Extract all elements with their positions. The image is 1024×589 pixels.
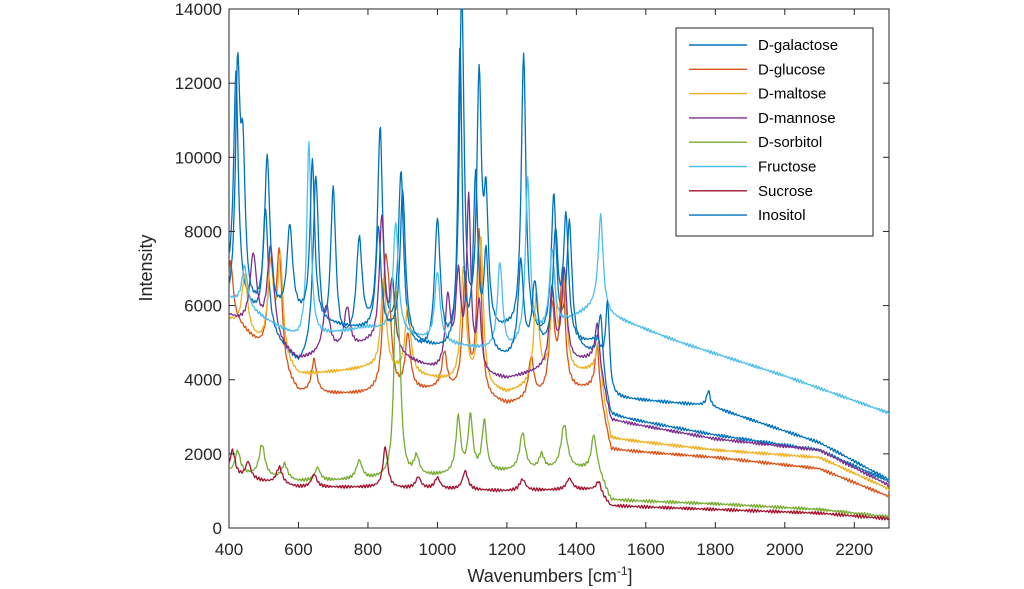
series-line-d-sorbitol <box>228 288 890 519</box>
x-tick-label: 2200 <box>835 540 873 559</box>
x-tick-label: 800 <box>354 540 382 559</box>
legend-item: Inositol <box>689 207 806 224</box>
x-tick-label: 1600 <box>627 540 665 559</box>
series-line-d-galactose <box>228 8 890 483</box>
y-tick-label: 10000 <box>175 148 222 167</box>
y-tick-label: 6000 <box>184 297 222 316</box>
y-tick-label: 4000 <box>184 371 222 390</box>
legend-label: D-glucose <box>758 61 826 78</box>
y-axis-title: Intensity <box>136 234 156 301</box>
legend: D-galactose D-glucose D-maltose D-mannose D-… <box>675 27 874 237</box>
x-tick-label: 1200 <box>488 540 526 559</box>
y-tick-label: 8000 <box>184 222 222 241</box>
x-tick-label: 1400 <box>557 540 595 559</box>
series-line-fructose <box>228 140 890 415</box>
legend-item: Sucrose <box>689 183 813 200</box>
legend-label: D-galactose <box>758 37 838 54</box>
x-tick-labels: 400 600 800 1000 1200 1400 1600 1800 2000 2200 <box>215 540 873 559</box>
legend-label: D-mannose <box>758 110 836 127</box>
x-axis-title: Wavenumbers [cm-1] <box>467 564 632 586</box>
legend-label: Inositol <box>758 207 806 224</box>
x-tick-label: 2000 <box>766 540 804 559</box>
x-tick-label: 400 <box>215 540 243 559</box>
legend-item: D-maltose <box>689 86 826 103</box>
legend-item: D-mannose <box>689 110 836 127</box>
legend-label: Sucrose <box>758 183 813 200</box>
axis-ticks <box>228 8 889 529</box>
legend-box <box>675 27 874 237</box>
x-tick-label: 600 <box>284 540 312 559</box>
legend-item: Fructose <box>689 159 816 176</box>
y-tick-label: 0 <box>213 519 222 538</box>
x-tick-label: 1800 <box>696 540 734 559</box>
y-tick-labels: 0 2000 4000 6000 8000 10000 12000 14000 <box>175 0 222 538</box>
legend-item: D-galactose <box>689 37 838 54</box>
legend-item: D-sorbitol <box>689 134 822 151</box>
legend-label: D-maltose <box>758 86 826 103</box>
y-tick-label: 14000 <box>175 0 222 19</box>
legend-label: Fructose <box>758 159 816 176</box>
y-tick-label: 2000 <box>184 445 222 464</box>
legend-item: D-glucose <box>689 61 826 78</box>
x-tick-label: 1000 <box>419 540 457 559</box>
legend-label: D-sorbitol <box>758 134 822 151</box>
series-line-d-mannose <box>228 191 890 487</box>
y-tick-label: 12000 <box>175 74 222 93</box>
series-line-inositol <box>228 47 890 481</box>
series-line-sucrose <box>228 446 890 521</box>
series-layer <box>228 8 890 521</box>
